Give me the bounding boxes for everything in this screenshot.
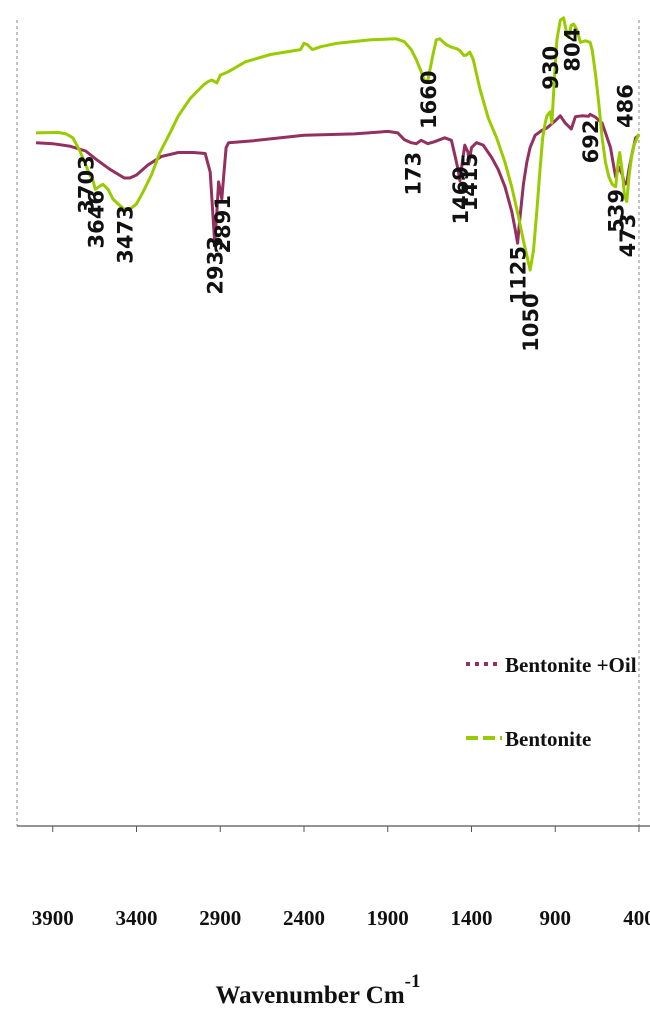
peak-label-173: 173: [401, 152, 425, 196]
x-axis-label: Wavenumber Cm-1: [216, 971, 421, 1009]
x-tick-label-2900: 2900: [199, 906, 241, 930]
x-axis-ticks: [52, 826, 640, 832]
peak-label-486: 486: [614, 84, 638, 128]
peak-label-1050: 1050: [519, 293, 543, 351]
peak-label-1469: 1469: [449, 166, 473, 224]
peak-label-1415: 1415: [458, 153, 482, 211]
series-line-bentonite: [35, 16, 641, 272]
peak-label-473: 473: [616, 214, 640, 258]
series-layer: [35, 16, 641, 272]
legend: Bentonite +Oil Bentonite: [466, 653, 637, 751]
x-tick-label-3900: 3900: [32, 906, 74, 930]
x-axis-label-superscript: -1: [405, 971, 421, 992]
peak-label-3473: 3473: [113, 205, 137, 263]
peak-label-3646: 3646: [84, 190, 108, 248]
peak-label-692: 692: [579, 119, 603, 163]
peak-label-2933: 2933: [204, 236, 228, 294]
peak-label-539: 539: [605, 189, 629, 233]
x-axis-label-main: Wavenumber Cm: [216, 982, 405, 1009]
x-tick-label-2400: 2400: [283, 906, 325, 930]
x-tick-label-400: 400: [623, 906, 650, 930]
x-tick-label-1900: 1900: [367, 906, 409, 930]
series-line-bentonite-oil: [35, 112, 640, 245]
x-axis-tick-labels: 3900 3400 2900 2400 1900 1400 900 400: [32, 906, 650, 930]
peak-label-1125: 1125: [507, 246, 531, 304]
peak-label-3703: 3703: [75, 155, 99, 213]
peak-label-804: 804: [560, 28, 584, 72]
peak-label-930: 930: [539, 46, 563, 90]
legend-label-bentonite: Bentonite: [505, 727, 591, 751]
x-tick-label-3400: 3400: [116, 906, 158, 930]
x-tick-label-900: 900: [540, 906, 572, 930]
peak-label-1660: 1660: [417, 70, 441, 128]
peak-label-2891: 2891: [211, 195, 235, 253]
legend-label-bentonite-oil: Bentonite +Oil: [505, 653, 637, 677]
x-tick-label-1400: 1400: [451, 906, 493, 930]
